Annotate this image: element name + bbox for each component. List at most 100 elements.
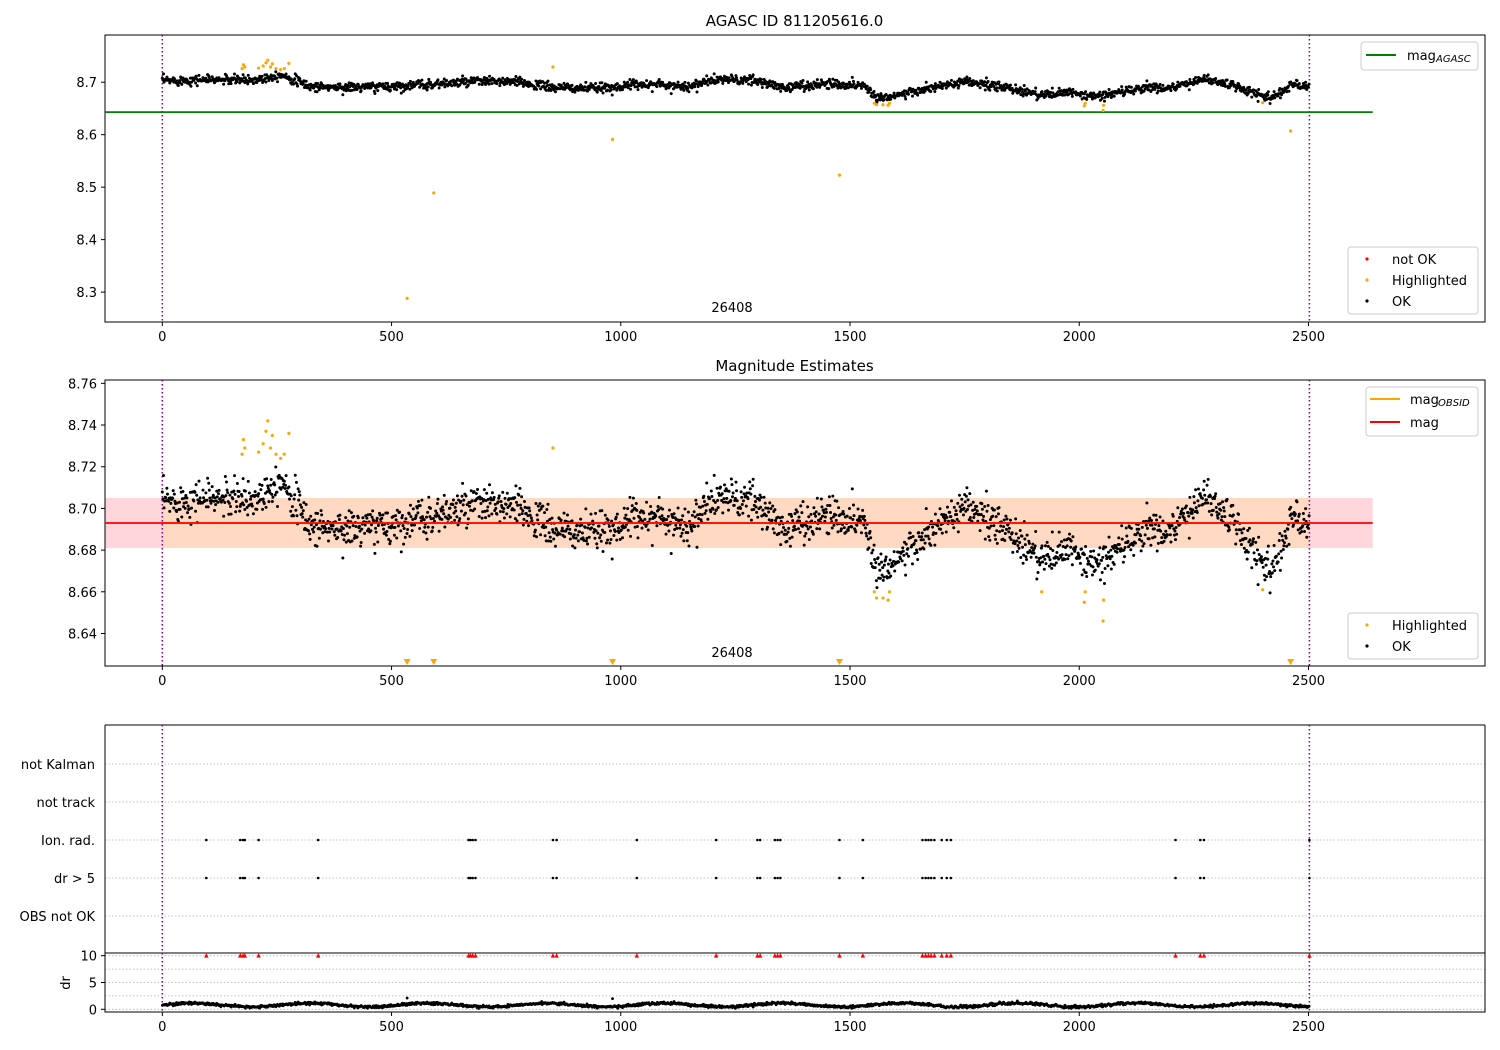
ok-point bbox=[599, 88, 603, 92]
ok-point bbox=[1242, 546, 1246, 550]
ok-point bbox=[1082, 553, 1086, 557]
ok-point bbox=[505, 491, 509, 495]
ok-point bbox=[290, 505, 294, 509]
ok-point bbox=[179, 486, 183, 490]
ok-point bbox=[778, 516, 782, 520]
ok-point bbox=[868, 529, 872, 533]
ok-point bbox=[1200, 496, 1204, 500]
ok-point bbox=[1085, 556, 1089, 560]
ok-point bbox=[373, 551, 377, 555]
ok-point bbox=[702, 494, 706, 498]
agasc-xtick-label: 500 bbox=[379, 330, 404, 345]
ok-point bbox=[1123, 555, 1127, 559]
flags-plot-background bbox=[104, 724, 1486, 953]
ok-point bbox=[414, 516, 418, 520]
ok-point bbox=[371, 509, 375, 513]
ok-point bbox=[204, 491, 208, 495]
ion-rad-flag-point bbox=[933, 838, 936, 842]
ok-point bbox=[979, 513, 983, 517]
ok-point bbox=[1027, 541, 1031, 545]
ok-point bbox=[1043, 544, 1047, 548]
ok-point bbox=[791, 528, 795, 532]
ok-point bbox=[304, 503, 308, 507]
ok-point bbox=[844, 530, 848, 534]
ok-point bbox=[1187, 536, 1191, 540]
ok-point bbox=[693, 524, 697, 528]
ok-point bbox=[1070, 94, 1074, 98]
ok-point bbox=[388, 542, 392, 546]
ok-point bbox=[1287, 89, 1291, 93]
ok-point bbox=[180, 515, 184, 519]
ok-point bbox=[1066, 557, 1070, 561]
dr-gt5-flag-point bbox=[756, 876, 759, 880]
ok-point bbox=[224, 494, 228, 498]
ok-point bbox=[372, 89, 376, 93]
ok-point bbox=[1090, 555, 1094, 559]
ok-point bbox=[992, 508, 996, 512]
ok-point bbox=[376, 540, 380, 544]
ok-point bbox=[255, 507, 259, 511]
ok-point bbox=[487, 82, 491, 86]
ok-point bbox=[546, 79, 550, 83]
ok-point bbox=[378, 513, 382, 517]
ok-point bbox=[178, 500, 182, 504]
ok-point bbox=[656, 504, 660, 508]
ok-point bbox=[940, 86, 944, 90]
ok-point bbox=[782, 526, 786, 530]
ok-point bbox=[385, 529, 389, 533]
agasc-legend-label-ok: OK bbox=[1392, 295, 1411, 310]
ok-point bbox=[859, 531, 863, 535]
ok-point bbox=[194, 509, 198, 513]
ok-point bbox=[215, 489, 219, 493]
ok-point bbox=[1246, 91, 1250, 95]
ok-point bbox=[395, 508, 399, 512]
ok-point bbox=[1244, 537, 1248, 541]
ok-point bbox=[1033, 90, 1037, 94]
ok-point bbox=[487, 514, 491, 518]
ok-point bbox=[293, 473, 297, 477]
ok-point bbox=[1305, 535, 1309, 539]
ok-point bbox=[1147, 519, 1151, 523]
ok-point bbox=[878, 568, 882, 572]
ok-point bbox=[422, 518, 426, 522]
ok-point bbox=[1278, 568, 1282, 572]
ok-point bbox=[1047, 564, 1051, 568]
ok-point bbox=[1277, 538, 1281, 542]
ok-point bbox=[206, 505, 210, 509]
ok-point bbox=[968, 492, 972, 496]
ok-point bbox=[1231, 79, 1235, 83]
ok-point bbox=[995, 541, 999, 545]
ok-point bbox=[779, 543, 783, 547]
ok-point bbox=[584, 539, 588, 543]
ok-point bbox=[825, 510, 829, 514]
ok-point bbox=[1175, 532, 1179, 536]
ok-point bbox=[854, 530, 858, 534]
ok-point bbox=[749, 77, 753, 81]
ok-point bbox=[610, 557, 614, 561]
ok-point bbox=[528, 513, 532, 517]
ok-point bbox=[910, 94, 914, 98]
ok-point bbox=[273, 483, 277, 487]
ok-point bbox=[331, 524, 335, 528]
ok-point bbox=[610, 93, 614, 97]
ok-point bbox=[694, 502, 698, 506]
ok-point bbox=[274, 465, 278, 469]
ok-point bbox=[550, 516, 554, 520]
ok-point bbox=[655, 85, 659, 89]
ok-point bbox=[711, 507, 715, 511]
ok-point bbox=[214, 503, 218, 507]
ok-point bbox=[1188, 507, 1192, 511]
ok-point bbox=[1004, 527, 1008, 531]
ok-point bbox=[903, 563, 907, 567]
ok-point bbox=[206, 80, 210, 84]
ok-point bbox=[835, 499, 839, 503]
ok-point bbox=[1285, 544, 1289, 548]
ok-point bbox=[1129, 85, 1133, 89]
ok-point bbox=[820, 505, 824, 509]
ok-point bbox=[703, 511, 707, 515]
ok-point bbox=[562, 511, 566, 515]
ok-point bbox=[892, 559, 896, 563]
ok-point bbox=[1246, 550, 1250, 554]
ok-point bbox=[1067, 92, 1071, 96]
highlighted-point bbox=[278, 456, 283, 460]
